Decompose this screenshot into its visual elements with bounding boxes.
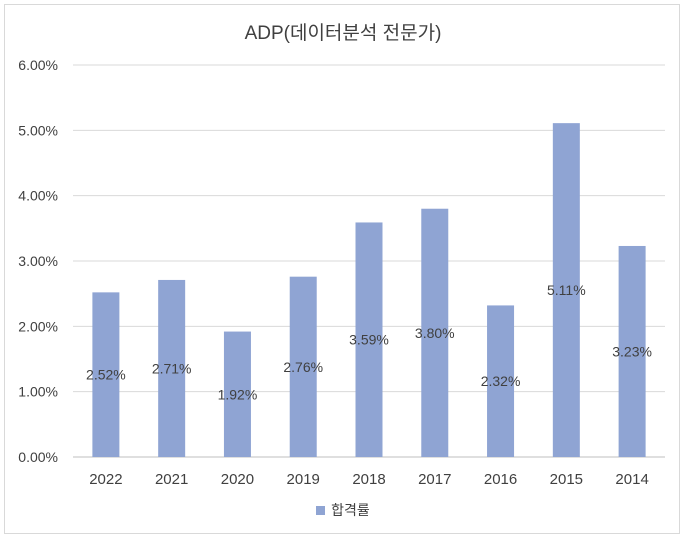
chart-title: ADP(데이터분석 전문가)	[244, 23, 442, 44]
data-label: 5.11%	[547, 282, 586, 298]
x-tick-label: 2020	[221, 471, 254, 488]
y-tick-label: 0.00%	[18, 449, 58, 465]
y-tick-label: 1.00%	[18, 384, 58, 400]
y-tick-label: 6.00%	[18, 57, 58, 73]
bar	[487, 305, 515, 457]
bar	[355, 222, 383, 457]
y-tick-label: 4.00%	[18, 188, 58, 204]
x-tick-label: 2017	[418, 471, 451, 488]
data-label: 3.80%	[415, 325, 455, 341]
data-label: 2.76%	[283, 359, 323, 375]
data-label: 1.92%	[218, 386, 258, 402]
legend: 합격률	[0, 500, 686, 520]
x-tick-label: 2014	[615, 471, 648, 488]
x-tick-label: 2021	[155, 471, 188, 488]
legend-swatch	[316, 505, 326, 515]
data-label: 2.71%	[152, 360, 192, 376]
bar	[289, 276, 317, 457]
bar	[618, 245, 646, 457]
bar	[552, 123, 580, 457]
bar	[92, 292, 120, 457]
bar	[158, 279, 186, 457]
y-tick-label: 3.00%	[18, 253, 58, 269]
bar	[223, 331, 251, 457]
y-tick-label: 2.00%	[18, 318, 58, 334]
legend-label: 합격률	[331, 502, 370, 518]
x-tick-label: 2022	[89, 471, 122, 488]
x-tick-label: 2016	[484, 471, 517, 488]
data-label: 3.59%	[349, 332, 389, 348]
x-tick-label: 2019	[287, 471, 320, 488]
x-tick-label: 2015	[550, 471, 583, 488]
data-label: 3.23%	[612, 343, 652, 359]
data-label: 2.52%	[86, 367, 126, 383]
y-tick-label: 5.00%	[18, 122, 58, 138]
x-tick-label: 2018	[352, 471, 385, 488]
data-label: 2.32%	[481, 373, 521, 389]
bar	[421, 208, 449, 457]
